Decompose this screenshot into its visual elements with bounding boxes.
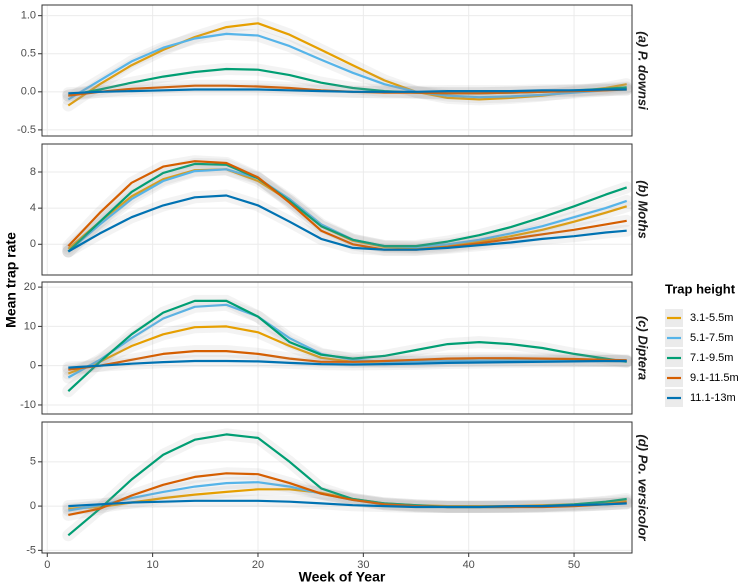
series-line xyxy=(68,359,627,369)
legend-label: 7.1-9.5m xyxy=(690,352,733,364)
x-tick-label: 40 xyxy=(463,559,475,571)
series-line xyxy=(67,194,627,253)
y-tick-label: -10 xyxy=(20,399,36,411)
x-tick-label: 30 xyxy=(357,559,369,571)
series-line xyxy=(68,499,627,509)
x-tick-label: 10 xyxy=(147,559,159,571)
legend-title: Trap height xyxy=(665,281,736,296)
panel-border xyxy=(41,143,633,276)
legend-label: 3.1-5.5m xyxy=(690,312,733,324)
panel-background xyxy=(42,144,632,275)
series-line xyxy=(68,88,627,95)
x-tick-label: 0 xyxy=(44,559,50,571)
y-tick-label: 0 xyxy=(30,500,36,512)
series-line xyxy=(68,350,627,371)
series-line xyxy=(67,160,627,251)
legend-label: 11.1-13m xyxy=(690,392,736,404)
y-tick-label: 20 xyxy=(24,281,36,293)
y-tick-label: 0.0 xyxy=(21,86,36,98)
strip-label: (c) Diptera xyxy=(636,316,651,380)
legend-label: 5.1-7.5m xyxy=(690,332,733,344)
series-line xyxy=(67,162,628,253)
panel-border xyxy=(41,421,633,554)
y-tick-label: 0 xyxy=(30,238,36,250)
y-tick-label: -5 xyxy=(26,544,36,556)
strip-label: (d) Po. versicolor xyxy=(636,434,651,541)
panel-background xyxy=(42,5,632,136)
series-line xyxy=(67,32,627,101)
panel-border xyxy=(41,281,633,415)
y-tick-label: 10 xyxy=(24,320,36,332)
x-tick-label: 50 xyxy=(568,559,580,571)
x-tick-label: 20 xyxy=(252,559,264,571)
legend-label: 9.1-11.5m xyxy=(690,372,739,384)
series-line xyxy=(67,299,627,393)
y-tick-label: 5 xyxy=(30,456,36,468)
y-tick-label: 0.5 xyxy=(21,48,36,60)
x-axis-title: Week of Year xyxy=(299,569,386,585)
y-tick-label: 4 xyxy=(30,202,36,214)
y-tick-label: 0 xyxy=(30,360,36,372)
panel-background xyxy=(42,422,632,553)
y-axis-title: Mean trap rate xyxy=(3,232,19,328)
y-tick-label: 1.0 xyxy=(21,10,36,22)
panel-border xyxy=(41,4,633,137)
y-tick-label: -0.5 xyxy=(17,124,36,136)
strip-label: (a) P. downsi xyxy=(636,31,651,110)
y-tick-label: 8 xyxy=(30,166,36,178)
series-line xyxy=(67,303,627,379)
strip-label: (b) Moths xyxy=(636,180,651,238)
